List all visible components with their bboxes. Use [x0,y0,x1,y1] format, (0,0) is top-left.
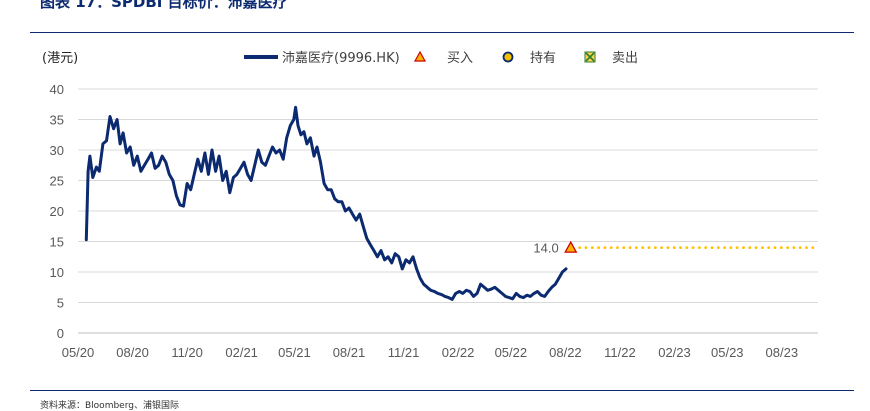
legend-label: 买入 [447,51,473,66]
target-projection-dot [761,246,764,250]
target-projection-dot [616,246,619,250]
target-projection-dot [723,246,726,250]
target-projection-dot [773,246,777,250]
x-axis: 05/20 08/20 11/20 02/21 05/21 08/21 11/21 02/22… [62,345,798,360]
x-tick-label: 08/20 [116,345,149,360]
x-tick-label: 02/23 [658,345,691,360]
x-tick-label: 05/20 [62,345,95,360]
legend-label: 卖出 [612,51,638,66]
series-group [84,105,568,301]
y-tick-label: 15 [50,235,64,250]
x-tick-label: 08/22 [549,345,582,360]
x-tick-label: 08/21 [333,345,366,360]
x-tick-label: 08/23 [766,345,799,360]
triangle-buy-icon [413,50,427,62]
target-projection-dot [584,246,588,250]
target-projection-dot [716,246,720,250]
legend: 沛嘉医疗(9996.HK) 买入 持有 卖出 [244,50,638,66]
legend-label: 沛嘉医疗(9996.HK) [282,51,400,66]
y-tick-label: 5 [57,296,64,311]
top-divider [30,32,854,33]
target-projection-dot [685,246,689,250]
target-projection-dot [748,246,752,250]
target-projection-dot [798,246,802,250]
buy-rating-marker [564,240,578,253]
target-price-label: 14.0 [533,241,558,256]
y-tick-label: 35 [50,113,64,128]
target-projection-dot [792,246,796,250]
target-projection-dot [679,246,682,250]
y-axis-unit-label: (港元) [42,51,78,66]
target-projection-dot [628,246,632,250]
target-projection-dot [767,246,771,250]
target-projection-dot [647,246,651,250]
y-axis: 0 5 10 15 20 25 30 35 40 [50,82,818,341]
x-tick-label: 02/21 [225,345,258,360]
target-projection-dot [691,246,695,250]
circle-hold-icon [502,51,514,63]
target-projection-dot [779,246,783,250]
y-tick-label: 25 [50,174,64,189]
target-projection-dot [653,246,657,250]
y-tick-label: 40 [50,82,64,97]
x-square-sell-icon-cross [585,52,595,62]
x-tick-label: 05/23 [711,345,744,360]
x-tick-label: 05/22 [495,345,528,360]
y-tick-label: 20 [50,204,64,219]
target-projection-dot [597,246,600,250]
y-tick-label: 0 [57,326,64,341]
target-projection-dot [672,246,676,250]
x-tick-label: 02/22 [442,345,475,360]
target-projection-dot [660,246,663,250]
target-projection-dot [710,246,714,250]
figure-title: 图表 17：SPDBI 目标价：沛嘉医疗 [40,0,288,11]
target-projection-dot [754,246,758,250]
series-line-0 [84,105,568,301]
target-projection-dot [622,246,626,250]
target-projection-dot [578,246,582,250]
x-tick-label: 11/20 [171,345,203,360]
target-projection-dot [729,246,733,250]
target-projection-dot [742,246,745,250]
target-projection-dot [735,246,739,250]
source-note: 资料来源：Bloomberg、浦银国际 [40,401,179,411]
x-tick-label: 11/21 [388,345,420,360]
y-tick-label: 10 [50,265,64,280]
target-projection-dot [603,246,607,250]
target-projection-dot [590,246,594,250]
target-projection-dot [805,246,808,250]
target-projection-dot [698,246,701,250]
target-projection-dot [811,246,815,250]
x-tick-label: 11/22 [604,345,636,360]
target-projection-dot [704,246,708,250]
target-projection-dot [641,246,645,250]
target-projection-dot [786,246,789,250]
x-tick-label: 05/21 [278,345,311,360]
legend-label: 持有 [530,51,556,66]
target-price-group: 14.0 [533,240,815,256]
target-projection-dot [635,246,638,250]
bottom-divider [30,390,854,391]
y-tick-label: 30 [50,143,64,158]
target-projection-dot [609,246,613,250]
target-projection-dot [666,246,670,250]
